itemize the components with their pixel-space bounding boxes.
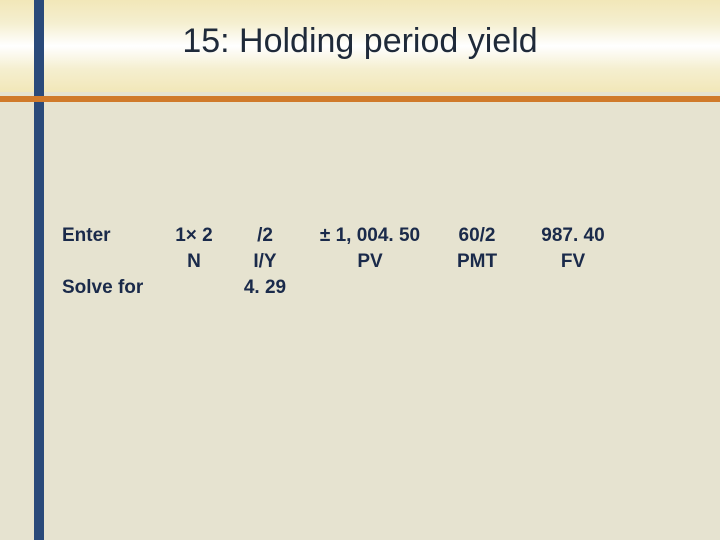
left-accent-stripe: [34, 0, 44, 540]
row-label-enter: Enter: [62, 225, 164, 247]
cell-enter-fv: 987. 40: [520, 225, 626, 247]
slide-title: 15: Holding period yield: [0, 22, 720, 61]
table-row-keys: N I/Y PV PMT FV: [62, 251, 626, 277]
cell-key-n: N: [164, 251, 224, 273]
table-row-enter: Enter 1× 2 /2 ± 1, 004. 50 60/2 987. 40: [62, 225, 626, 251]
cell-solve-iy: 4. 29: [224, 277, 306, 299]
cell-enter-pv: ± 1, 004. 50: [306, 225, 434, 247]
table-row-solve: Solve for 4. 29: [62, 277, 626, 303]
cell-key-fv: FV: [520, 251, 626, 273]
cell-key-pmt: PMT: [434, 251, 520, 273]
slide: 15: Holding period yield Enter 1× 2 /2 ±…: [0, 0, 720, 540]
cell-enter-n: 1× 2: [164, 225, 224, 247]
calculator-table: Enter 1× 2 /2 ± 1, 004. 50 60/2 987. 40 …: [62, 225, 626, 303]
row-label-solve: Solve for: [62, 277, 164, 299]
cell-enter-pmt: 60/2: [434, 225, 520, 247]
cell-key-pv: PV: [306, 251, 434, 273]
cell-key-iy: I/Y: [224, 251, 306, 273]
cell-enter-iy: /2: [224, 225, 306, 247]
divider-line: [0, 96, 720, 102]
